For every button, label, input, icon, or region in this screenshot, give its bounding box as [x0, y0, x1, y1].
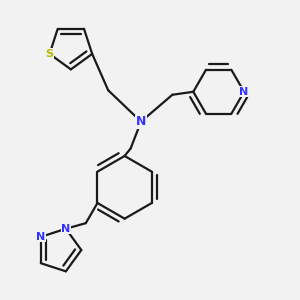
Text: N: N [36, 232, 45, 242]
Text: N: N [61, 224, 70, 234]
Text: N: N [136, 115, 146, 128]
Text: N: N [239, 87, 249, 97]
Text: S: S [46, 49, 54, 59]
